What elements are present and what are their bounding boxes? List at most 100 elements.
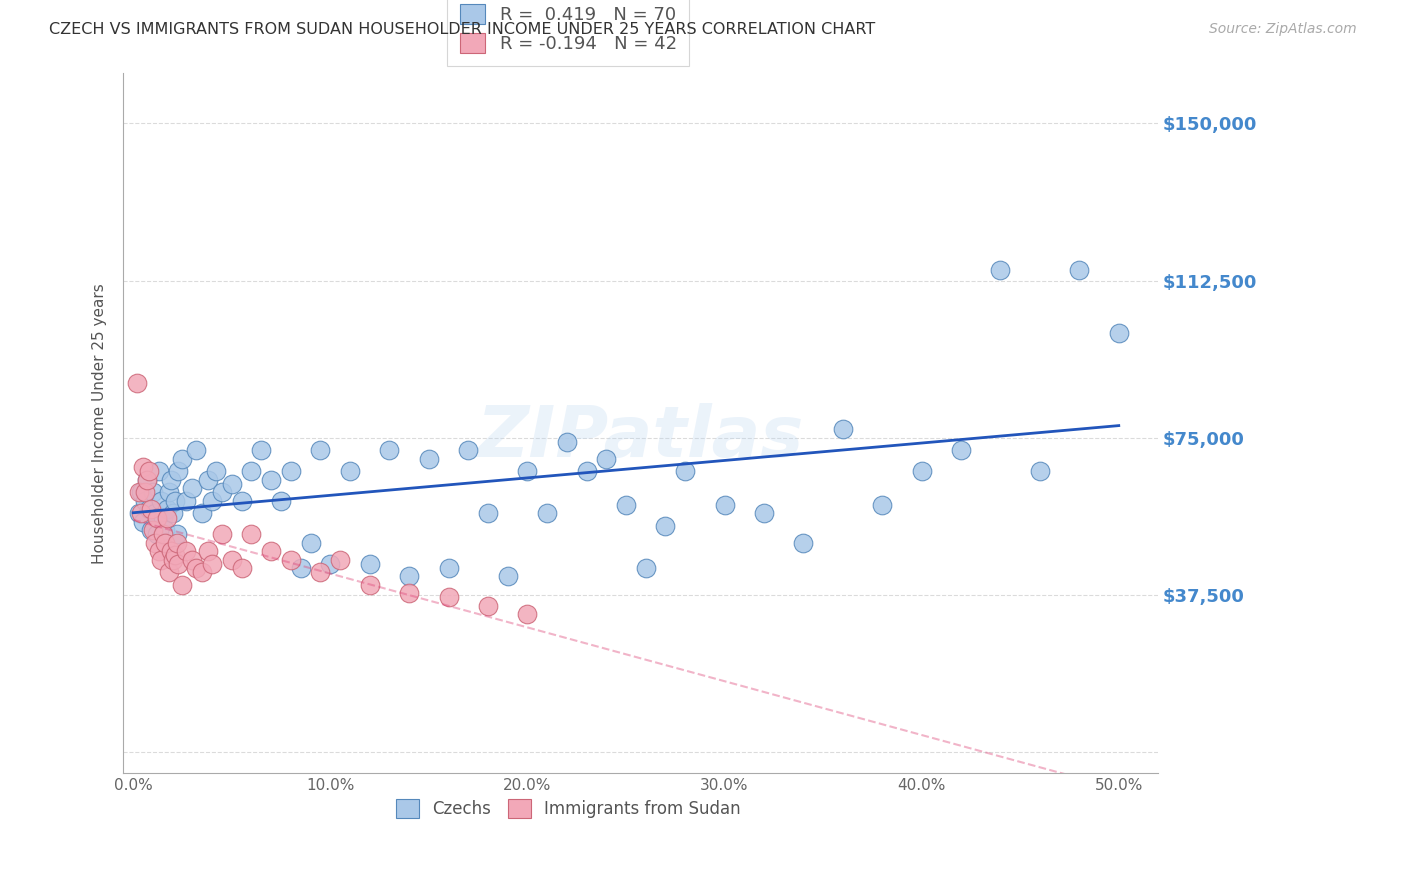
Point (127, 376, 149, 391)
Point (713, 498, 735, 512)
Point (231, 493, 253, 508)
Point (221, 477, 243, 491)
Point (172, 577, 194, 591)
Point (477, 599, 499, 613)
Point (152, 527, 174, 541)
Point (139, 502, 162, 516)
Point (359, 577, 381, 591)
Point (159, 473, 181, 487)
Point (555, 435, 578, 450)
Point (1029, 465, 1052, 479)
Point (201, 493, 224, 508)
Point (181, 481, 204, 495)
Point (149, 493, 172, 508)
Point (142, 523, 165, 537)
Point (536, 507, 558, 521)
Point (132, 460, 155, 475)
Point (309, 443, 332, 458)
Point (457, 443, 479, 458)
Point (163, 549, 186, 563)
Point (437, 591, 460, 605)
Point (870, 498, 893, 512)
Point (752, 507, 775, 521)
Point (132, 515, 155, 529)
Point (139, 523, 162, 537)
Point (231, 561, 253, 575)
Point (138, 465, 160, 479)
Point (128, 485, 150, 500)
Point (143, 507, 166, 521)
Point (240, 527, 263, 541)
Point (162, 507, 184, 521)
Point (191, 507, 214, 521)
Point (197, 544, 219, 558)
Point (654, 519, 676, 533)
Point (146, 510, 169, 524)
Point (418, 451, 440, 466)
Point (166, 527, 188, 541)
Point (614, 498, 637, 512)
Point (673, 465, 696, 479)
Point (221, 552, 243, 566)
Point (280, 465, 302, 479)
Point (197, 473, 219, 487)
Point (176, 544, 198, 558)
Point (136, 473, 159, 487)
Point (831, 422, 853, 436)
Point (250, 443, 273, 458)
Point (319, 557, 342, 571)
Point (516, 607, 538, 621)
Point (516, 465, 538, 479)
Point (634, 561, 657, 575)
Point (146, 527, 169, 541)
Point (186, 561, 208, 575)
Point (309, 565, 332, 579)
Point (163, 493, 186, 508)
Point (240, 465, 263, 479)
Point (398, 569, 420, 583)
Point (167, 557, 190, 571)
Point (156, 502, 179, 516)
Point (148, 465, 170, 479)
Point (496, 569, 519, 583)
Point (260, 544, 283, 558)
Point (1108, 326, 1130, 340)
Point (153, 535, 176, 549)
Point (299, 535, 322, 549)
Point (211, 527, 233, 541)
Point (152, 510, 174, 524)
Point (148, 544, 170, 558)
Point (378, 443, 401, 458)
Point (129, 485, 152, 500)
Point (201, 557, 224, 571)
Point (280, 552, 302, 566)
Point (166, 535, 188, 549)
Point (143, 535, 166, 549)
Point (156, 510, 179, 524)
Point (260, 473, 283, 487)
Text: ZIPatlas: ZIPatlas (477, 402, 804, 472)
Point (128, 507, 150, 521)
Point (911, 465, 934, 479)
Point (138, 502, 160, 516)
Point (186, 443, 208, 458)
Point (176, 493, 198, 508)
Point (153, 523, 176, 537)
Point (167, 465, 190, 479)
Point (329, 552, 352, 566)
Point (129, 507, 152, 521)
Point (270, 493, 292, 508)
Point (950, 443, 973, 458)
Y-axis label: Householder Income Under 25 years: Householder Income Under 25 years (93, 283, 107, 564)
Point (157, 485, 180, 500)
Point (134, 493, 156, 508)
Point (437, 561, 460, 575)
Point (181, 552, 204, 566)
Point (339, 465, 361, 479)
Point (211, 485, 233, 500)
Point (595, 451, 617, 466)
Point (136, 473, 159, 487)
Point (162, 552, 184, 566)
Point (159, 544, 181, 558)
Point (191, 565, 214, 579)
